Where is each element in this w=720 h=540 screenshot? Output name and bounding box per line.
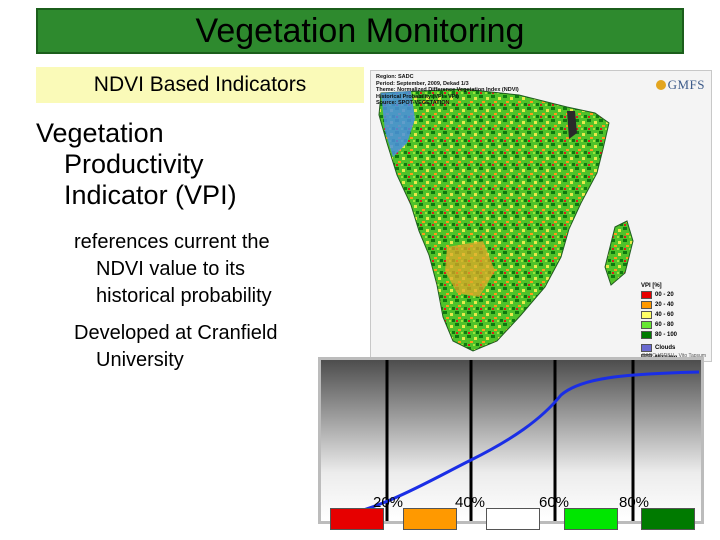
bullet-line: references current the <box>74 231 270 253</box>
chart-canvas <box>330 360 700 521</box>
legend-title: VPI [%] <box>641 283 662 289</box>
cloud-area <box>381 91 415 157</box>
legend-swatch <box>641 321 652 329</box>
percent-label-20: 20% <box>373 494 404 511</box>
vpi-map: Region: SADC Period: September, 2009, De… <box>370 70 712 362</box>
probability-curve <box>330 370 700 520</box>
lake <box>567 111 577 139</box>
meta-line: Source: SPOT-VEGETATION <box>376 100 450 107</box>
legend-label: 80 - 100 <box>655 332 678 338</box>
page-title: Vegetation Monitoring <box>195 11 525 50</box>
legend-item: 00 - 20 <box>641 290 707 300</box>
percent-label-60: 60% <box>539 494 570 511</box>
probability-chart: 20% 40% 60% 80% <box>318 357 704 524</box>
legend-label: 20 - 40 <box>655 302 674 308</box>
title-banner: Vegetation Monitoring <box>36 8 684 54</box>
legend-item: 40 - 60 <box>641 310 707 320</box>
bullet-reference: references current the NDVI value to its… <box>36 229 326 310</box>
bullet-line: NDVI value to its <box>96 258 245 280</box>
map-credit: SADC / RRSU - Vito Tapsum <box>641 353 706 359</box>
bullet-line: Developed at Cranfield <box>74 322 278 344</box>
legend-item: Clouds <box>641 343 707 353</box>
legend-label: 40 - 60 <box>655 312 674 318</box>
swatch-0-20 <box>330 508 384 530</box>
desert-area <box>445 241 495 297</box>
percent-label-80: 80% <box>619 494 650 511</box>
swatch-40-60 <box>486 508 540 530</box>
gmfs-logo: GMFS <box>655 77 705 93</box>
africa-map-image <box>378 88 634 352</box>
legend-label: 00 - 20 <box>655 292 674 298</box>
legend-swatch <box>641 301 652 309</box>
subtitle: NDVI Based Indicators <box>93 73 307 96</box>
color-swatches <box>328 508 698 530</box>
bullet-developed: Developed at Cranfield University <box>36 320 326 374</box>
body-text: Vegetation Productivity Indicator (VPI) … <box>36 118 326 374</box>
legend-swatch <box>641 311 652 319</box>
percent-label-40: 40% <box>455 494 486 511</box>
vpi-heading: Vegetation Productivity Indicator (VPI) <box>36 118 326 211</box>
swatch-80-100 <box>641 508 695 530</box>
legend-label: 60 - 80 <box>655 322 674 328</box>
legend-item: 20 - 40 <box>641 300 707 310</box>
legend-swatch <box>641 344 652 352</box>
legend-swatch <box>641 331 652 339</box>
continent-shape <box>378 88 610 352</box>
heading-line: Indicator (VPI) <box>64 180 237 210</box>
logo-text: GMFS <box>667 77 705 92</box>
heading-line: Productivity <box>64 149 204 179</box>
madagascar-shape <box>604 220 634 286</box>
heading-line: Vegetation <box>36 118 164 148</box>
map-metadata: Region: SADC Period: September, 2009, De… <box>376 74 519 107</box>
legend-item: 80 - 100 <box>641 330 707 340</box>
legend-swatch <box>641 291 652 299</box>
swatch-20-40 <box>403 508 457 530</box>
map-legend: VPI [%] 00 - 20 20 - 40 40 - 60 60 - 80 80 -… <box>641 283 707 361</box>
meta-line: Region: SADC <box>376 74 414 80</box>
legend-label: Clouds <box>655 345 676 351</box>
meta-line: Historical Probability (VPI - VPI) <box>376 93 459 100</box>
subtitle-banner: NDVI Based Indicators <box>36 67 364 103</box>
bullet-line: historical probability <box>96 285 272 307</box>
bullet-line: University <box>96 349 184 371</box>
legend-item: 60 - 80 <box>641 320 707 330</box>
sun-icon <box>655 80 666 90</box>
meta-line: Theme: Normalized Difference Vegetation … <box>376 87 519 94</box>
swatch-60-80 <box>564 508 618 530</box>
meta-line: Period: September, 2009, Dekad 1/3 <box>376 80 469 87</box>
